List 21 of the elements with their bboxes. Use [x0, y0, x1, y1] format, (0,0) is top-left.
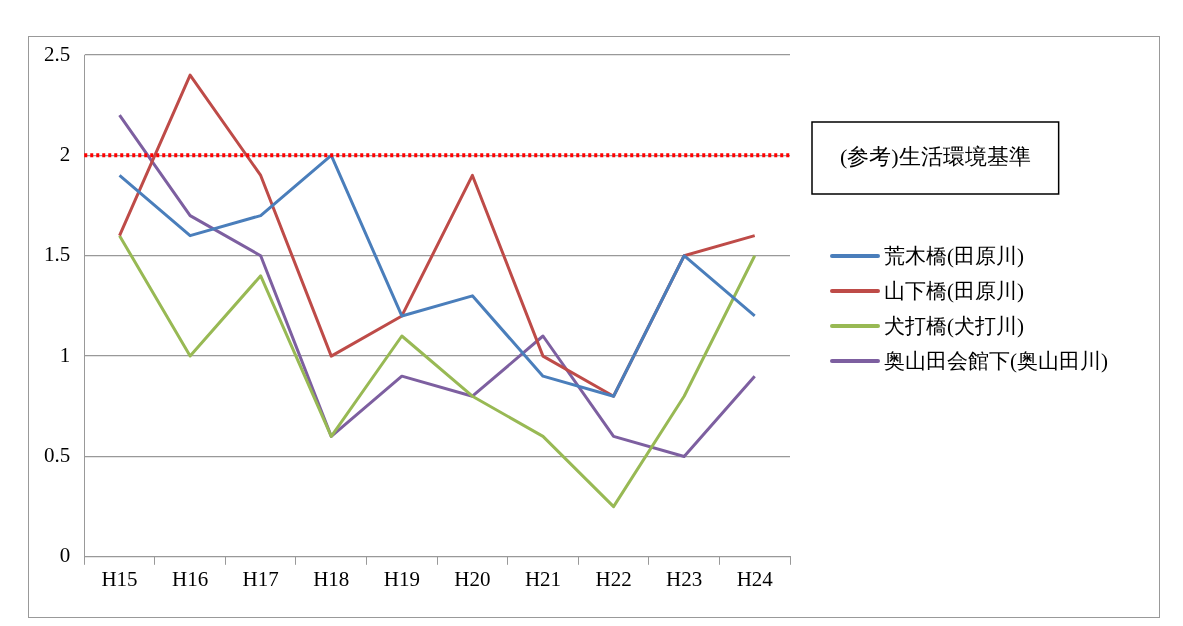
y-tick-label: 2.5	[44, 41, 71, 66]
legend-label: 奥山田会館下(奥山田川)	[884, 347, 1108, 375]
legend-label: 荒木橋(田原川)	[884, 242, 1024, 270]
ref-line-label: (参考)生活環境基準	[840, 143, 1031, 169]
legend-label: 山下橋(田原川)	[884, 277, 1024, 305]
y-tick-label: 1.5	[44, 242, 71, 267]
y-tick-label: 0	[59, 543, 71, 568]
x-tick-label: H15	[101, 566, 138, 591]
x-tick-label: H17	[242, 566, 279, 591]
x-tick-label: H19	[383, 566, 420, 591]
x-tick-label: H21	[524, 566, 562, 591]
y-tick-label: 1	[59, 342, 71, 367]
x-tick-label: H20	[454, 566, 491, 591]
x-tick-label: H23	[666, 566, 703, 591]
x-tick-label: H22	[595, 566, 632, 591]
y-tick-label: 0.5	[44, 442, 71, 467]
x-tick-label: H24	[736, 566, 774, 591]
y-tick-label: 2	[59, 141, 71, 166]
x-tick-label: H18	[313, 566, 350, 591]
legend-label: 犬打橋(犬打川)	[884, 312, 1024, 340]
x-tick-label: H16	[172, 566, 209, 591]
